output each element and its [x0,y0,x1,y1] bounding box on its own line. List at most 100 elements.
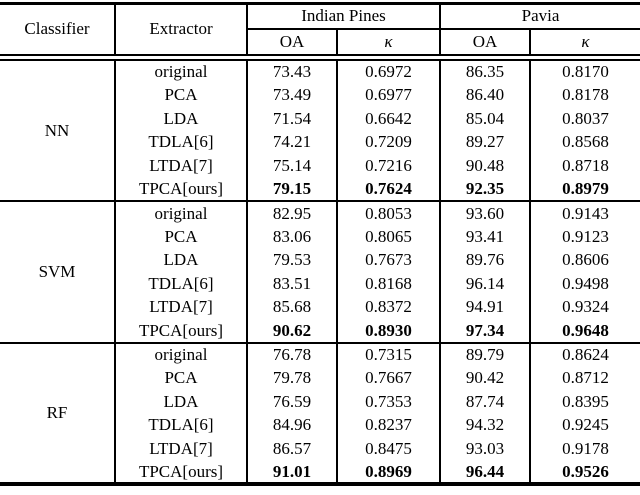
value-cell: 73.43 [246,59,337,84]
value-cell: 79.53 [246,248,337,272]
value-cell: 90.42 [439,366,530,390]
section-rf: RF original 76.78 0.7315 89.79 0.8624 PC… [0,341,640,485]
value-cell: 0.8712 [529,366,640,390]
extractor-cell: TDLA[6] [114,413,247,437]
value-cell: 85.04 [439,106,530,131]
extractor-cell: original [114,200,247,225]
value-cell: 93.03 [439,437,530,461]
value-cell: 76.78 [246,341,337,367]
value-cell: 91.01 [246,460,337,485]
table-row-best: TPCA[ours] 79.15 0.7624 92.35 0.8979 [0,177,640,202]
classifier-cell: NN [44,120,70,140]
value-cell: 93.41 [439,224,530,249]
value-cell: 82.95 [246,200,337,225]
table-row: LDA 76.59 0.7353 87.74 0.8395 [0,389,640,414]
header-double-rule [0,53,640,61]
header-row-groups: Classifier Extractor Indian Pines Pavia [0,3,640,55]
header-oa-pavia: OA [439,28,530,55]
classifier-cell: SVM [0,200,115,343]
value-cell: 0.6642 [336,106,440,131]
table-row: SVM original 82.95 0.8053 93.60 0.9143 [0,200,640,343]
value-cell: 0.9178 [529,437,640,461]
value-cell: 0.9648 [529,319,640,343]
value-cell: 97.34 [439,319,530,343]
extractor-cell: PCA [114,83,247,107]
value-cell: 0.8178 [529,83,640,107]
value-cell: 74.21 [246,130,337,154]
value-cell: 89.79 [439,341,530,367]
value-cell: 0.8979 [529,177,640,202]
extractor-cell: LTDA[7] [114,437,247,461]
value-cell: 84.96 [246,413,337,437]
value-cell: 79.15 [246,177,337,202]
value-cell: 0.6972 [336,59,440,84]
table-row: TDLA[6] 83.51 0.8168 96.14 0.9498 [0,271,640,296]
table-row: LTDA[7] 86.57 0.8475 93.03 0.9178 [0,437,640,461]
value-cell: 73.49 [246,83,337,107]
value-cell: 0.7624 [336,177,440,202]
value-cell: 0.7216 [336,153,440,178]
table-row: PCA 79.78 0.7667 90.42 0.8712 [0,366,640,390]
value-cell: 93.60 [439,200,530,225]
table-row-best: TPCA[ours] 91.01 0.8969 96.44 0.9526 [0,460,640,485]
extractor-cell: LTDA[7] [114,153,247,178]
classifier-cell: RF [0,341,115,485]
value-cell: 0.6977 [336,83,440,107]
extractor-cell: LDA [114,106,247,131]
value-cell: 0.8624 [529,341,640,367]
extractor-cell: TPCA[ours] [114,460,247,485]
extractor-cell: PCA [114,366,247,390]
value-cell: 0.9526 [529,460,640,485]
extractor-cell: original [114,59,247,84]
table-row: TDLA[6] 74.21 0.7209 89.27 0.8568 [0,130,640,154]
value-cell: 0.9324 [529,295,640,320]
value-cell: 83.06 [246,224,337,249]
table-header: Classifier Extractor Indian Pines Pavia … [0,3,640,55]
value-cell: 89.76 [439,248,530,272]
value-cell: 90.62 [246,319,337,343]
extractor-cell: TDLA[6] [114,271,247,296]
header-kappa-pavia: κ [529,28,640,55]
header-kappa-indian-pines: κ [336,28,440,55]
header-oa-indian-pines: OA [246,28,337,55]
value-cell: 0.8718 [529,153,640,178]
value-cell: 92.35 [439,177,530,202]
value-cell: 0.8170 [529,59,640,84]
header-pavia: Pavia [439,3,640,30]
value-cell: 0.8475 [336,437,440,461]
value-cell: 76.59 [246,389,337,414]
table-row: PCA 83.06 0.8065 93.41 0.9123 [0,224,640,249]
extractor-cell: TDLA[6] [114,130,247,154]
header-extractor: Extractor [114,3,247,55]
extractor-cell: TPCA[ours] [114,177,247,202]
double-rule-row [0,53,640,61]
table-row: LDA 71.54 0.6642 85.04 0.8037 [0,106,640,131]
extractor-cell: TPCA[ours] [114,319,247,343]
value-cell: 94.32 [439,413,530,437]
header-row-metrics: OA κ OA κ [0,28,640,55]
value-cell: 71.54 [246,106,337,131]
value-cell: 90.48 [439,153,530,178]
value-cell: 0.8930 [336,319,440,343]
value-cell: 0.8372 [336,295,440,320]
table-row: LDA 79.53 0.7673 89.76 0.8606 [0,248,640,272]
value-cell: 75.14 [246,153,337,178]
value-cell: 96.14 [439,271,530,296]
value-cell: 0.7353 [336,389,440,414]
section-svm: SVM original 82.95 0.8053 93.60 0.9143 P… [0,200,640,343]
value-cell: 94.91 [439,295,530,320]
value-cell: 0.8065 [336,224,440,249]
value-cell: 96.44 [439,460,530,485]
value-cell: 0.7315 [336,341,440,367]
table-row: LTDA[7] 85.68 0.8372 94.91 0.9324 [0,295,640,320]
extractor-cell: PCA [114,224,247,249]
value-cell: 0.7667 [336,366,440,390]
header-classifier: Classifier [24,19,90,39]
value-cell: 85.68 [246,295,337,320]
value-cell: 83.51 [246,271,337,296]
value-cell: 79.78 [246,366,337,390]
double-rule [0,53,640,61]
table-row: PCA 73.49 0.6977 86.40 0.8178 [0,83,640,107]
results-table: Classifier Extractor Indian Pines Pavia … [0,2,640,487]
